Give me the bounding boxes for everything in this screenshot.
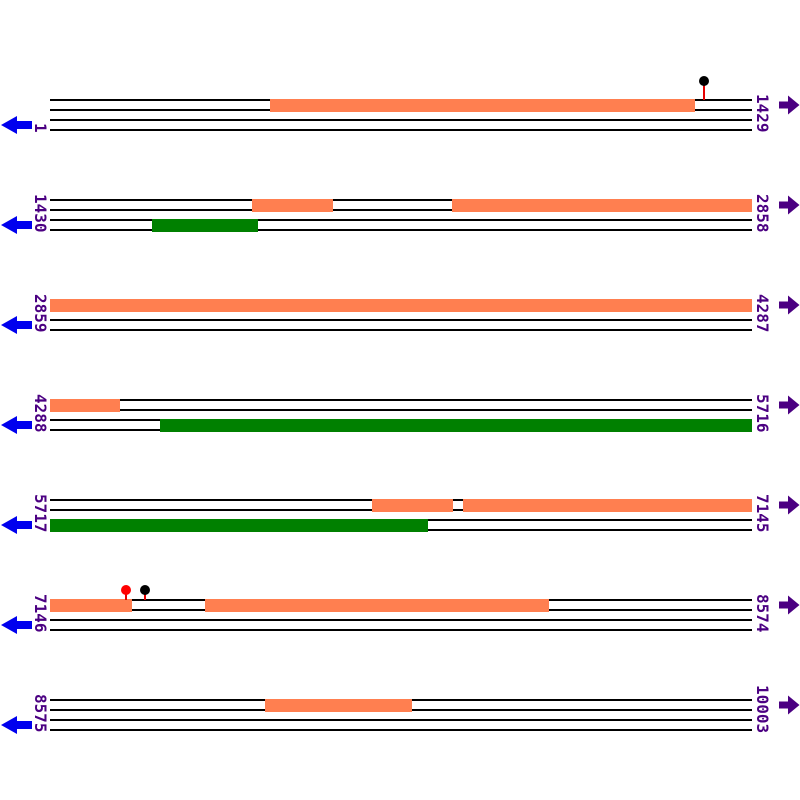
- left-arrow-icon: [1, 716, 32, 734]
- row-start-position: 8575: [31, 694, 50, 733]
- feature-bar-orange[interactable]: [205, 599, 549, 612]
- marker-lollipop-red[interactable]: [121, 585, 131, 595]
- sequence-row: 2859 4287: [0, 255, 800, 355]
- scroll-right-button[interactable]: [779, 195, 800, 215]
- feature-bar-green[interactable]: [50, 519, 428, 532]
- marker-stem: [125, 594, 127, 600]
- row-end-position: 2858: [753, 194, 772, 233]
- row-start-position: 5717: [31, 494, 50, 533]
- strand-line: [50, 719, 752, 721]
- left-arrow-icon: [1, 116, 32, 134]
- strand-line: [50, 129, 752, 131]
- scroll-right-button[interactable]: [779, 95, 800, 115]
- marker-stem: [144, 594, 146, 600]
- row-end-position: 5716: [753, 394, 772, 433]
- feature-bar-orange[interactable]: [252, 199, 333, 212]
- sequence-row: 1 1429: [0, 55, 800, 155]
- scroll-left-button[interactable]: [1, 715, 32, 735]
- feature-bar-orange[interactable]: [270, 99, 695, 112]
- right-arrow-icon: [779, 495, 800, 515]
- sequence-row: 5717 7145: [0, 455, 800, 555]
- feature-bar-orange[interactable]: [50, 299, 752, 312]
- scroll-left-button[interactable]: [1, 215, 32, 235]
- row-end-position: 10003: [753, 684, 772, 733]
- right-arrow-icon: [779, 695, 800, 715]
- sequence-row: 4288 5716: [0, 355, 800, 455]
- strand-line: [50, 399, 752, 401]
- feature-bar-green[interactable]: [160, 419, 752, 432]
- marker-lollipop-black[interactable]: [699, 76, 709, 86]
- marker-stem: [703, 85, 705, 100]
- strand-line: [50, 209, 752, 211]
- scroll-right-button[interactable]: [779, 595, 800, 615]
- scroll-left-button[interactable]: [1, 115, 32, 135]
- scroll-left-button[interactable]: [1, 515, 32, 535]
- row-start-position: 2859: [31, 294, 50, 333]
- row-end-position: 8574: [753, 594, 772, 633]
- right-arrow-icon: [779, 295, 800, 315]
- left-arrow-icon: [1, 316, 32, 334]
- strand-line: [50, 729, 752, 731]
- strand-line: [50, 229, 752, 231]
- right-arrow-icon: [779, 95, 800, 115]
- scroll-right-button[interactable]: [779, 495, 800, 515]
- sequence-row: 8575 10003: [0, 655, 800, 755]
- strand-line: [50, 629, 752, 631]
- right-arrow-icon: [779, 395, 800, 415]
- feature-bar-orange[interactable]: [50, 599, 132, 612]
- scroll-left-button[interactable]: [1, 615, 32, 635]
- feature-bar-orange[interactable]: [265, 699, 412, 712]
- row-end-position: 4287: [753, 294, 772, 333]
- scroll-left-button[interactable]: [1, 315, 32, 335]
- strand-line: [50, 409, 752, 411]
- left-arrow-icon: [1, 216, 32, 234]
- left-arrow-icon: [1, 516, 32, 534]
- feature-bar-orange[interactable]: [50, 399, 120, 412]
- row-end-position: 1429: [753, 94, 772, 133]
- sequence-row: 1430 2858: [0, 155, 800, 255]
- scroll-right-button[interactable]: [779, 395, 800, 415]
- feature-bar-orange[interactable]: [463, 499, 752, 512]
- left-arrow-icon: [1, 616, 32, 634]
- strand-line: [50, 219, 752, 221]
- strand-line: [50, 619, 752, 621]
- scroll-left-button[interactable]: [1, 415, 32, 435]
- strand-line: [50, 119, 752, 121]
- row-start-position: 1430: [31, 194, 50, 233]
- row-start-position: 1: [31, 123, 50, 133]
- scroll-right-button[interactable]: [779, 295, 800, 315]
- left-arrow-icon: [1, 416, 32, 434]
- strand-line: [50, 319, 752, 321]
- feature-bar-orange[interactable]: [372, 499, 453, 512]
- scroll-right-button[interactable]: [779, 695, 800, 715]
- sequence-row: 7146 8574: [0, 555, 800, 655]
- right-arrow-icon: [779, 195, 800, 215]
- row-start-position: 4288: [31, 394, 50, 433]
- feature-bar-orange[interactable]: [452, 199, 752, 212]
- row-start-position: 7146: [31, 594, 50, 633]
- strand-line: [50, 199, 752, 201]
- marker-lollipop-black[interactable]: [140, 585, 150, 595]
- row-end-position: 7145: [753, 494, 772, 533]
- strand-line: [50, 329, 752, 331]
- right-arrow-icon: [779, 595, 800, 615]
- feature-bar-green[interactable]: [152, 219, 258, 232]
